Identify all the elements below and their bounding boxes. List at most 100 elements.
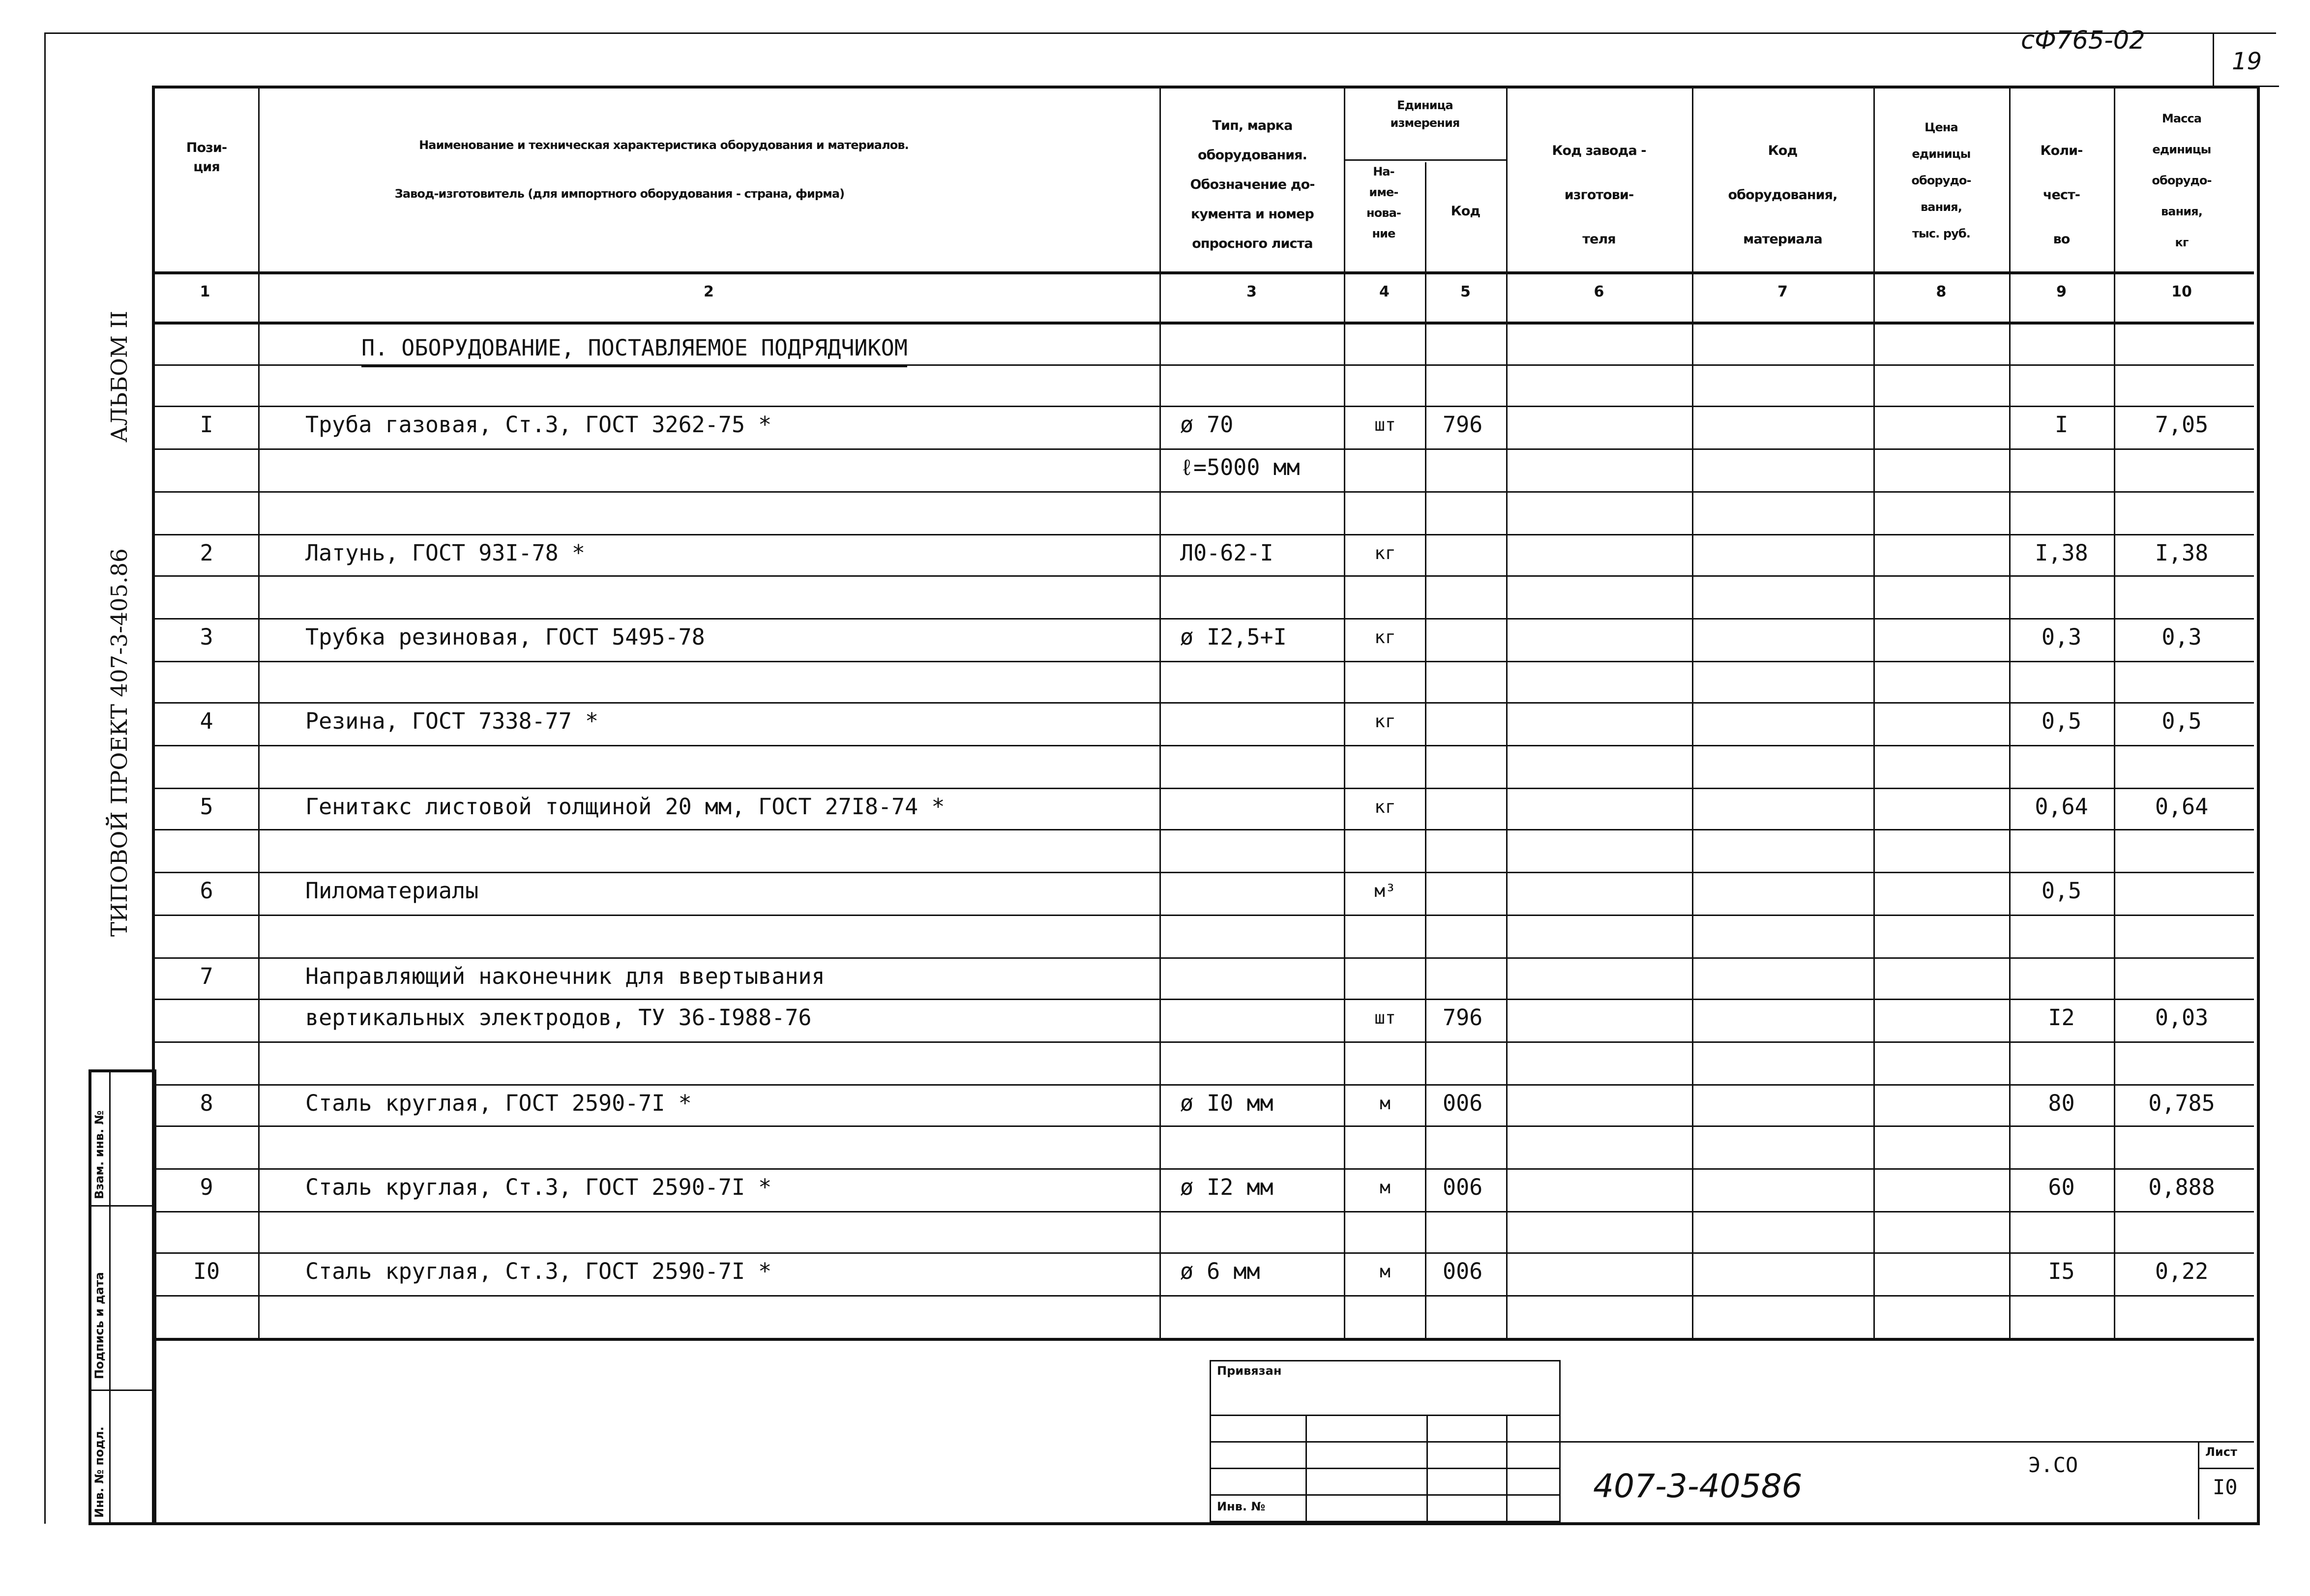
page-number-box: 19 (2213, 32, 2279, 87)
row-line (152, 702, 2254, 704)
column-number: 8 (1936, 285, 1947, 301)
attachment-stamp: Привязан Инв. № (1210, 1360, 1561, 1522)
header-type: Тип, марка оборудования. Обозначение до-… (1190, 119, 1315, 252)
unit-cell: кг (1374, 796, 1396, 817)
header-divider (1344, 159, 1506, 161)
row-line (152, 1295, 2254, 1297)
header-position: Пози- ция (186, 142, 227, 176)
row-line (152, 1083, 2254, 1085)
column-number: 1 (200, 285, 210, 301)
position-cell: 8 (200, 1089, 213, 1116)
position-cell: 2 (200, 539, 213, 566)
row-line (152, 448, 2254, 450)
mass-cell: 0,785 (2148, 1089, 2215, 1116)
row-line (152, 745, 2254, 746)
column-number: 3 (1246, 285, 1257, 301)
header-name-line2: Завод-изготовитель (для импортного обору… (394, 187, 845, 201)
row-line (152, 575, 2254, 577)
quantity-cell: 80 (2048, 1089, 2075, 1116)
row-line (152, 406, 2254, 408)
quantity-cell: 60 (2048, 1174, 2075, 1201)
column-divider (1344, 89, 1345, 1338)
type-cell: ø 6 мм (1180, 1259, 1260, 1286)
quantity-cell: I5 (2048, 1259, 2075, 1286)
main-frame (152, 86, 2260, 1525)
column-number: 9 (2056, 285, 2067, 301)
row-line (152, 1253, 2254, 1255)
type-cell: ℓ=5000 мм (1180, 454, 1300, 481)
row-line (152, 1211, 2254, 1212)
quantity-cell: 0,64 (2035, 793, 2088, 820)
sheet-label: Лист (2205, 1446, 2237, 1459)
quantity-cell: 0,3 (2041, 623, 2082, 650)
document-number: 407-3-40586 (1593, 1469, 1803, 1506)
column-number: 4 (1379, 285, 1390, 301)
position-cell: 3 (200, 623, 213, 650)
mass-cell: 0,5 (2162, 708, 2202, 735)
type-cell: Л0-62-I (1180, 539, 1273, 566)
unit-code-cell: 796 (1443, 412, 1483, 439)
section-title: П. ОБОРУДОВАНИЕ, ПОСТАВЛЯЕМОЕ ПОДРЯДЧИКО… (361, 335, 908, 367)
column-number: 7 (1777, 285, 1788, 301)
header-unit-group: Единица измерения (1390, 99, 1460, 130)
side-stamp-label: Подпись и дата (93, 1272, 106, 1379)
name-cell: Латунь, ГОСТ 93I-78 * (305, 539, 585, 566)
mass-cell: 0,3 (2162, 623, 2202, 650)
header-name-line1: Наименование и техническая характеристик… (419, 139, 909, 152)
unit-cell: кг (1374, 542, 1396, 563)
row-line (152, 364, 2254, 366)
quantity-cell: 0,5 (2041, 708, 2082, 735)
unit-cell: м (1380, 1092, 1391, 1113)
header-unit-code: Код (1451, 205, 1481, 220)
name-cell: Труба газовая, Ст.3, ГОСТ 3262-75 * (305, 412, 772, 439)
type-cell: ø 70 (1180, 412, 1234, 439)
position-cell: 5 (200, 793, 213, 820)
unit-code-cell: 796 (1443, 1005, 1483, 1032)
inventory-label: Инв. № (1217, 1500, 1266, 1513)
quantity-cell: I (2054, 412, 2069, 439)
name-cell: Сталь круглая, Ст.3, ГОСТ 2590-7I * (305, 1174, 772, 1201)
mass-cell: 7,05 (2155, 412, 2209, 439)
mass-cell: 0,22 (2155, 1259, 2209, 1286)
row-line (152, 999, 2254, 1001)
mass-cell: 0,64 (2155, 793, 2209, 820)
column-divider (1159, 89, 1161, 1338)
row-line (152, 829, 2254, 831)
document-mark: Э.СО (2028, 1454, 2078, 1478)
type-cell: ø I2 мм (1180, 1174, 1273, 1201)
column-number: 10 (2171, 285, 2192, 301)
outer-frame (44, 32, 2276, 1524)
name-cell: Резина, ГОСТ 7338-77 * (305, 708, 599, 735)
row-line (152, 1168, 2254, 1170)
name-cell: Сталь круглая, ГОСТ 2590-7I * (305, 1089, 692, 1116)
name-cell: Пиломатериалы (305, 878, 479, 905)
quantity-cell: 0,5 (2041, 878, 2082, 905)
page-number: 19 (2232, 47, 2262, 75)
position-cell: 6 (200, 878, 213, 905)
unit-cell: шт (1374, 415, 1396, 436)
mass-cell: I,38 (2155, 539, 2209, 566)
position-cell: 9 (200, 1174, 213, 1201)
name-cell: Генитакс листовой толщиной 20 мм, ГОСТ 2… (305, 793, 945, 820)
name-cell: Трубка резиновая, ГОСТ 5495-78 (305, 623, 705, 650)
row-line (152, 787, 2254, 789)
header-mass: Масса единицы оборудо- вания, кг (2152, 112, 2212, 249)
column-number: 2 (704, 285, 714, 301)
type-cell: ø I2,5+I (1180, 623, 1287, 650)
project-title: ТИПОВОЙ ПРОЕКТ 407-3-405.86 (106, 548, 133, 937)
attached-label: Привязан (1217, 1364, 1282, 1378)
side-stamp-label: Взам. инв. № (93, 1110, 106, 1199)
unit-code-cell: 006 (1443, 1089, 1483, 1116)
row-line (152, 1041, 2254, 1043)
unit-cell: кг (1374, 626, 1396, 648)
row-line (152, 533, 2254, 535)
row-line (152, 872, 2254, 874)
name-cell: Направляющий наконечник для ввертывания (305, 962, 825, 989)
quantity-cell: I2 (2048, 1005, 2075, 1032)
doc-code: сФ765-02 (2021, 27, 2145, 56)
unit-cell: шт (1374, 1007, 1396, 1029)
unit-code-cell: 006 (1443, 1174, 1483, 1201)
name-cell: вертикальных электродов, ТУ 36-I988-76 (305, 1005, 812, 1032)
header-factory-code: Код завода - изготови- теля (1552, 145, 1646, 248)
